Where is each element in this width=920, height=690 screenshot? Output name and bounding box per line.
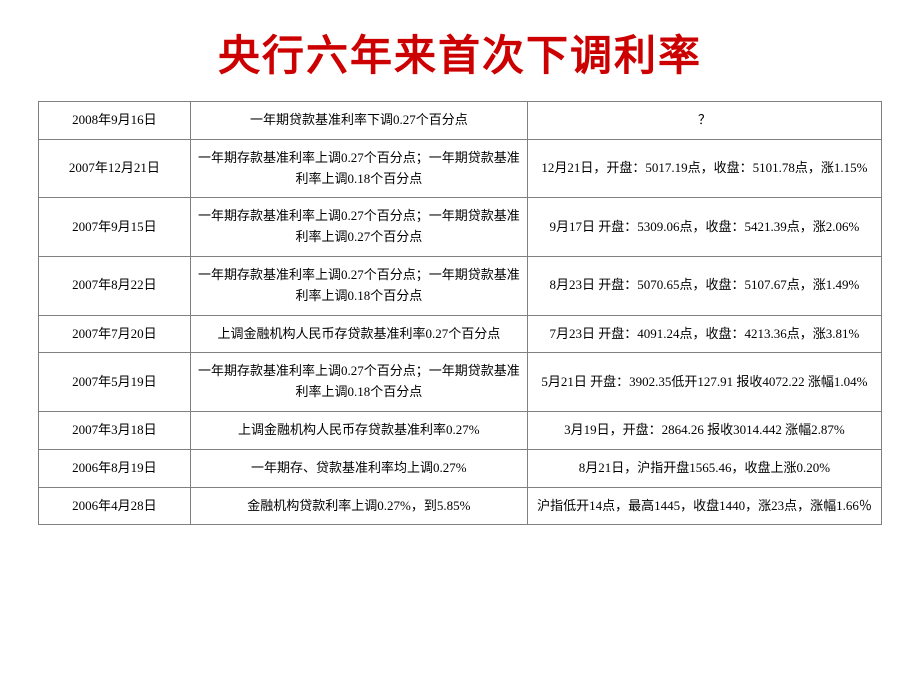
cell-date: 2007年7月20日: [39, 315, 191, 353]
table-row: 2007年5月19日 一年期存款基准利率上调0.27个百分点；一年期贷款基准利率…: [39, 353, 882, 412]
cell-policy: 上调金融机构人民币存贷款基准利率0.27个百分点: [190, 315, 527, 353]
cell-market: 3月19日，开盘：2864.26 报收3014.442 涨幅2.87%: [527, 411, 881, 449]
cell-date: 2007年3月18日: [39, 411, 191, 449]
cell-date: 2006年8月19日: [39, 449, 191, 487]
cell-date: 2007年5月19日: [39, 353, 191, 412]
table-row: 2007年3月18日 上调金融机构人民币存贷款基准利率0.27% 3月19日，开…: [39, 411, 882, 449]
cell-market: 8月23日 开盘：5070.65点，收盘：5107.67点，涨1.49%: [527, 256, 881, 315]
rate-history-table: 2008年9月16日 一年期贷款基准利率下调0.27个百分点 ？ 2007年12…: [38, 101, 882, 525]
table-row: 2006年8月19日 一年期存、贷款基准利率均上调0.27% 8月21日，沪指开…: [39, 449, 882, 487]
cell-policy: 一年期存款基准利率上调0.27个百分点；一年期贷款基准利率上调0.18个百分点: [190, 139, 527, 198]
cell-market: ？: [527, 102, 881, 140]
cell-policy: 上调金融机构人民币存贷款基准利率0.27%: [190, 411, 527, 449]
cell-policy: 一年期存、贷款基准利率均上调0.27%: [190, 449, 527, 487]
cell-date: 2008年9月16日: [39, 102, 191, 140]
cell-policy: 一年期贷款基准利率下调0.27个百分点: [190, 102, 527, 140]
cell-market: 7月23日 开盘：4091.24点，收盘：4213.36点，涨3.81%: [527, 315, 881, 353]
cell-date: 2007年8月22日: [39, 256, 191, 315]
cell-market: 8月21日，沪指开盘1565.46，收盘上涨0.20%: [527, 449, 881, 487]
table-row: 2007年9月15日 一年期存款基准利率上调0.27个百分点；一年期贷款基准利率…: [39, 198, 882, 257]
cell-date: 2007年12月21日: [39, 139, 191, 198]
cell-policy: 一年期存款基准利率上调0.27个百分点；一年期贷款基准利率上调0.18个百分点: [190, 256, 527, 315]
table-row: 2008年9月16日 一年期贷款基准利率下调0.27个百分点 ？: [39, 102, 882, 140]
page-title: 央行六年来首次下调利率: [0, 0, 920, 101]
table-container: 2008年9月16日 一年期贷款基准利率下调0.27个百分点 ？ 2007年12…: [0, 101, 920, 525]
table-row: 2006年4月28日 金融机构贷款利率上调0.27%，到5.85% 沪指低开14…: [39, 487, 882, 525]
cell-date: 2006年4月28日: [39, 487, 191, 525]
cell-market: 沪指低开14点，最高1445，收盘1440，涨23点，涨幅1.66％: [527, 487, 881, 525]
cell-market: 5月21日 开盘：3902.35低开127.91 报收4072.22 涨幅1.0…: [527, 353, 881, 412]
table-row: 2007年8月22日 一年期存款基准利率上调0.27个百分点；一年期贷款基准利率…: [39, 256, 882, 315]
cell-policy: 一年期存款基准利率上调0.27个百分点；一年期贷款基准利率上调0.18个百分点: [190, 353, 527, 412]
cell-policy: 金融机构贷款利率上调0.27%，到5.85%: [190, 487, 527, 525]
cell-date: 2007年9月15日: [39, 198, 191, 257]
table-row: 2007年7月20日 上调金融机构人民币存贷款基准利率0.27个百分点 7月23…: [39, 315, 882, 353]
cell-market: 9月17日 开盘：5309.06点，收盘：5421.39点，涨2.06%: [527, 198, 881, 257]
cell-policy: 一年期存款基准利率上调0.27个百分点；一年期贷款基准利率上调0.27个百分点: [190, 198, 527, 257]
table-row: 2007年12月21日 一年期存款基准利率上调0.27个百分点；一年期贷款基准利…: [39, 139, 882, 198]
cell-market: 12月21日，开盘：5017.19点，收盘：5101.78点，涨1.15%: [527, 139, 881, 198]
